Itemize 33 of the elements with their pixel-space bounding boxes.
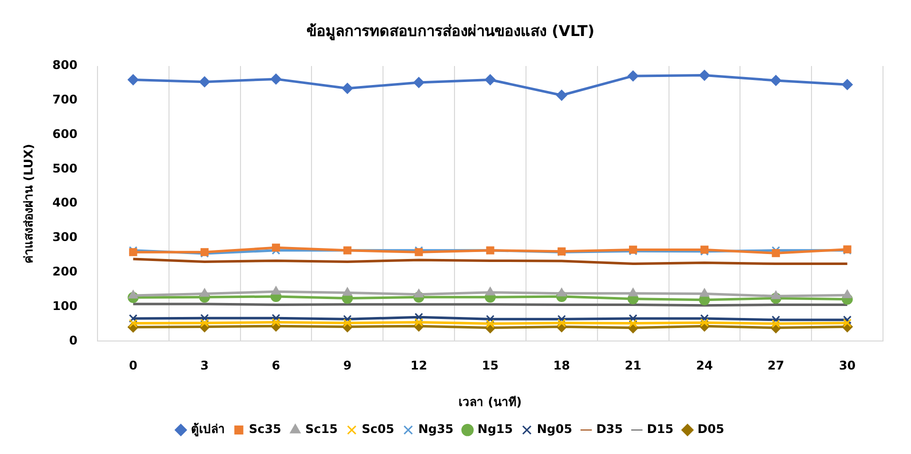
y-tick-label: 800 [52, 58, 78, 72]
legend-label: D15 [646, 422, 674, 436]
legend-label: Ng05 [536, 422, 572, 436]
y-tick-label: 0 [69, 333, 78, 348]
legend-label: Sc15 [305, 422, 338, 436]
x-tick-label: 21 [624, 358, 642, 373]
y-tick-label: 300 [52, 230, 78, 244]
x-tick-label: 30 [838, 358, 856, 373]
y-tick-label: 500 [52, 161, 78, 176]
legend-label: Ng35 [418, 422, 454, 436]
x-tick-label: 15 [482, 358, 499, 373]
y-tick-label: 700 [52, 92, 78, 107]
y-tick-label: 100 [52, 298, 78, 313]
x-tick-label: 0 [128, 358, 138, 373]
x-tick-label: 12 [410, 358, 428, 373]
x-tick-label: 9 [343, 358, 352, 373]
legend-label: Ng15 [478, 422, 513, 436]
legend-label: D05 [698, 422, 724, 436]
y-tick-label: 400 [52, 196, 78, 210]
y-axis-title: ค่าแสงส่องผ่าน (LUX) [21, 144, 36, 264]
x-tick-label: 24 [696, 358, 713, 373]
x-tick-label: 18 [553, 358, 570, 373]
chart-title: ข้อมูลการทดสอบการส่องผ่านของแสง (VLT) [306, 22, 594, 41]
x-axis-title: เวลา (นาที) [458, 394, 522, 409]
y-tick-label: 600 [52, 126, 78, 141]
legend-label: Sc35 [248, 422, 282, 436]
x-tick-label: 27 [768, 358, 784, 373]
legend-label: ตู้เปล่า [190, 422, 225, 438]
legend-label: Sc05 [362, 422, 394, 436]
x-tick-label: 6 [272, 358, 280, 373]
x-tick-label: 3 [200, 358, 209, 373]
y-tick-label: 200 [52, 264, 78, 279]
legend-label: D35 [596, 422, 623, 436]
